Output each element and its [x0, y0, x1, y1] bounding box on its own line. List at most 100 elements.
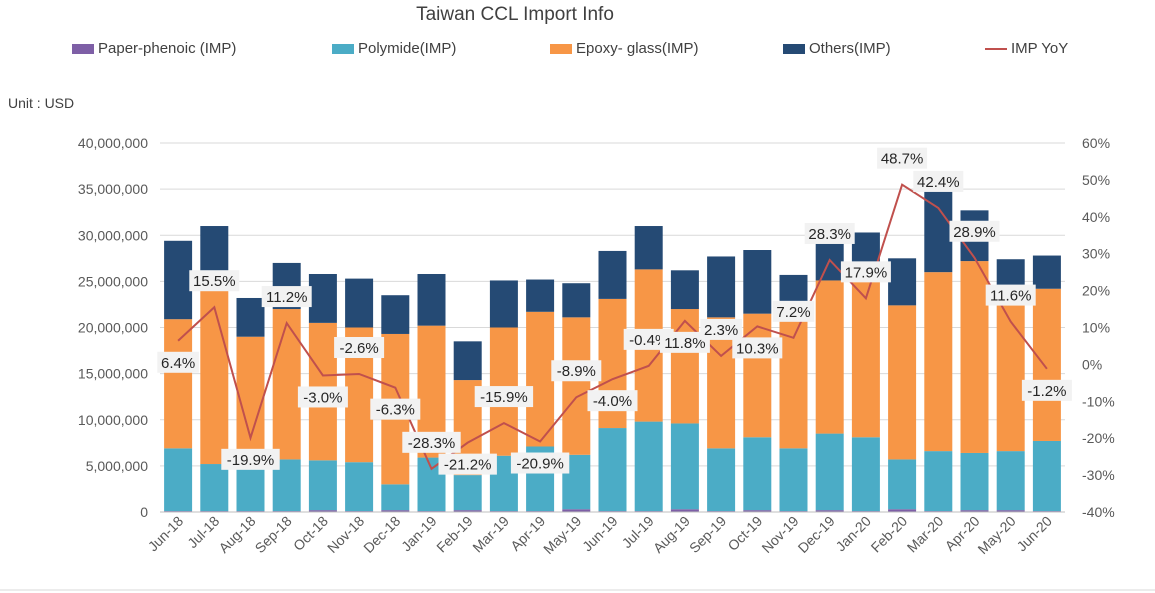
bar-polymide [381, 484, 410, 511]
x-tick-label: Sep-18 [252, 513, 295, 556]
y2-tick-label: -30% [1082, 467, 1115, 483]
bar-paper-phenoic [743, 510, 772, 512]
x-tick-label: Oct-18 [290, 513, 331, 554]
bar-paper-phenoic [960, 510, 989, 512]
bar-epoxy-glass [200, 282, 229, 465]
bar-epoxy-glass [888, 305, 917, 460]
bar-others [743, 250, 772, 314]
bar-epoxy-glass [272, 309, 301, 460]
y-tick-label: 10,000,000 [78, 412, 148, 428]
legend-line-imp-yoy [985, 48, 1007, 51]
yoy-label-box [402, 431, 461, 453]
y2-tick-label: 50% [1082, 172, 1110, 188]
y-tick-label: 40,000,000 [78, 135, 148, 151]
x-tick-label: May-20 [974, 513, 1018, 557]
bar-others [670, 270, 699, 310]
chart-title: Taiwan CCL Import Info [416, 4, 614, 25]
yoy-data-label: -2.6% [340, 340, 379, 357]
yoy-label-box [732, 337, 783, 359]
yoy-label-box [700, 318, 742, 340]
yoy-data-label: -4.0% [593, 393, 632, 410]
bar-polymide [634, 421, 663, 512]
bar-others [888, 258, 917, 306]
yoy-label-box [438, 453, 497, 475]
bar-paper-phenoic [562, 509, 591, 512]
yoy-data-label: -0.4% [629, 332, 668, 349]
yoy-label-box [370, 398, 421, 420]
y2-tick-label: -10% [1082, 393, 1115, 409]
legend: Paper-phenoic (IMP) Polymide(IMP) Epoxy-… [0, 40, 1155, 62]
x-tick-label: Dec-19 [795, 513, 838, 556]
x-tick-label: Oct-19 [724, 513, 765, 554]
yoy-label-box [157, 351, 199, 373]
bar-polymide [598, 428, 627, 512]
bar-others [417, 273, 446, 326]
yoy-label-box [221, 448, 280, 470]
y2-tick-label: 60% [1082, 135, 1110, 151]
yoy-data-label: -21.2% [444, 457, 492, 474]
x-tick-label: Sep-19 [686, 513, 729, 556]
yoy-label-box [985, 284, 1036, 306]
bar-epoxy-glass [164, 319, 193, 449]
bar-epoxy-glass [996, 294, 1025, 452]
bar-others [634, 226, 663, 270]
legend-label-polymide: Polymide(IMP) [358, 40, 457, 57]
yoy-label-box [949, 220, 1000, 242]
yoy-label-box [510, 452, 570, 474]
x-tick-label: Aug-19 [650, 513, 693, 556]
legend-item-epoxy-glass: Epoxy- glass(IMP) [550, 40, 699, 57]
yoy-data-label: 15.5% [193, 273, 236, 290]
yoy-data-label: 48.7% [881, 151, 924, 168]
yoy-label-box [474, 386, 534, 408]
bar-polymide [851, 437, 880, 512]
bar-others [924, 180, 953, 273]
bar-polymide [888, 459, 917, 510]
legend-label-paper-phenoic: Paper-phenoic (IMP) [98, 40, 237, 57]
bar-others [308, 273, 337, 323]
bar-polymide [345, 462, 374, 512]
unit-label: Unit : USD [8, 95, 75, 111]
yoy-data-label: -1.2% [1027, 383, 1066, 400]
bar-polymide [960, 452, 989, 511]
bar-others [489, 280, 518, 328]
x-tick-label: May-19 [540, 513, 584, 557]
yoy-data-label: 10.3% [736, 340, 779, 357]
y2-tick-label: 20% [1082, 283, 1110, 299]
legend-label-epoxy-glass: Epoxy- glass(IMP) [576, 40, 699, 57]
x-tick-label: Nov-18 [324, 513, 367, 556]
x-tick-label: Jan-20 [832, 513, 874, 555]
x-tick-label: Jun-18 [145, 513, 187, 555]
yoy-data-label: -19.9% [227, 452, 275, 469]
yoy-data-label: 28.3% [808, 226, 851, 243]
bar-paper-phenoic [381, 510, 410, 512]
yoy-label-box [772, 300, 815, 322]
legend-swatch-others [783, 44, 805, 55]
yoy-data-label: -8.9% [557, 363, 596, 380]
yoy-data-label: 28.9% [953, 224, 996, 241]
bar-others [598, 250, 627, 299]
legend-label-others: Others(IMP) [809, 40, 891, 57]
x-tick-label: Mar-19 [469, 513, 512, 556]
bar-epoxy-glass [851, 276, 880, 438]
legend-swatch-epoxy-glass [550, 44, 572, 55]
x-tick-label: Feb-20 [868, 513, 911, 556]
y2-tick-label: 10% [1082, 320, 1110, 336]
legend-swatch-paper-phenoic [72, 44, 94, 55]
yoy-data-label: -6.3% [376, 402, 415, 419]
bar-polymide [779, 448, 808, 512]
yoy-data-label: 11.8% [664, 335, 705, 352]
bar-polymide [200, 464, 229, 512]
bar-others [164, 240, 193, 320]
y-tick-label: 20,000,000 [78, 320, 148, 336]
x-tick-label: Jun-20 [1013, 513, 1055, 555]
bar-others [526, 279, 555, 312]
x-tick-label: Feb-19 [433, 513, 476, 556]
bar-epoxy-glass [236, 336, 265, 465]
bar-polymide [164, 448, 193, 512]
bar-epoxy-glass [670, 309, 699, 424]
legend-swatch-polymide [332, 44, 354, 55]
bar-polymide [453, 475, 482, 511]
bar-epoxy-glass [1032, 288, 1061, 441]
y-tick-label: 35,000,000 [78, 181, 148, 197]
